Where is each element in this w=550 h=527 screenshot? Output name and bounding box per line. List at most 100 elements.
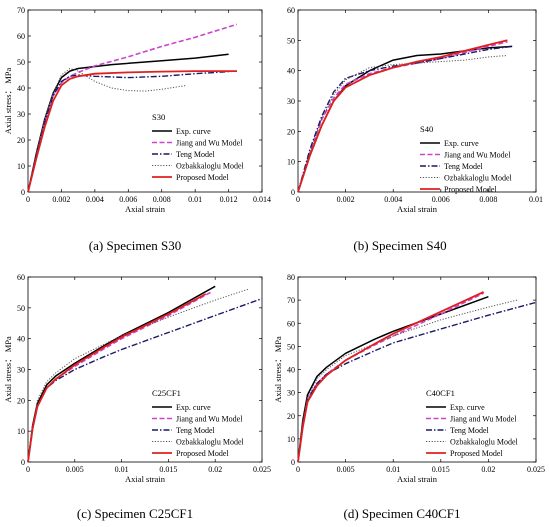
x-tick-label: 0.005 — [337, 465, 355, 474]
panel-caption: (a) Specimen S30 — [89, 238, 181, 253]
y-tick-label: 70 — [17, 6, 25, 15]
specimen-label: C40CF1 — [426, 388, 455, 398]
x-tick-label: 0.005 — [66, 465, 84, 474]
panel-caption: (b) Specimen S40 — [353, 238, 446, 253]
y-tick-label: 40 — [287, 67, 295, 76]
y-tick-label: 60 — [287, 6, 295, 15]
y-tick-label: 50 — [287, 36, 295, 45]
y-tick-label: 20 — [17, 136, 25, 145]
x-tick-label: 0.015 — [432, 465, 450, 474]
legend-entry: Ozbakkaloglu Model — [176, 438, 245, 447]
legend-entry: Jiang and Wu Model — [176, 139, 243, 148]
y-tick-label: 10 — [17, 162, 25, 171]
y-axis-label: Axial stress： MPa — [3, 336, 13, 403]
x-tick-label: 0.015 — [159, 465, 177, 474]
legend-entry: Exp. curve — [444, 139, 479, 148]
y-tick-label: 30 — [287, 97, 295, 106]
y-tick-label: 50 — [287, 342, 295, 351]
legend-entry: Ozbakkaloglu Model — [444, 174, 513, 183]
x-tick-label: 0 — [296, 195, 300, 204]
plot-frame — [27, 9, 263, 193]
x-tick-label: 0.006 — [119, 195, 137, 204]
legend-entry: Jiang and Wu Model — [450, 415, 517, 424]
y-tick-label: 60 — [17, 32, 25, 41]
y-tick-label: 60 — [287, 319, 295, 328]
y-tick-label: 10 — [287, 158, 295, 167]
series-line-proposed-model — [297, 39, 508, 193]
y-tick-label: 30 — [17, 366, 25, 375]
legend-entry: Teng Model — [176, 150, 216, 159]
x-tick-label: 0.02 — [481, 465, 495, 474]
x-tick-label: 0.004 — [86, 195, 104, 204]
y-tick-label: 40 — [17, 335, 25, 344]
chart-panel-4: 0 0.005 0.01 0.015 0.02 0.025 0 10 20 30 40 50 60 70 8… — [273, 273, 545, 521]
legend-entry: Teng Model — [176, 426, 216, 435]
series-line-proposed-model — [27, 293, 207, 463]
y-tick-label: 50 — [17, 58, 25, 67]
legend-entry: Proposed Model — [444, 185, 497, 194]
x-tick-label: 0.002 — [52, 195, 70, 204]
y-axis-label: Axial stress： MPa — [3, 67, 13, 134]
legend-entry: Ozbakkaloglu Model — [176, 162, 245, 171]
legend-entry: Teng Model — [444, 162, 484, 171]
x-tick-label: 0.01 — [529, 195, 543, 204]
y-tick-label: 20 — [287, 412, 295, 421]
x-tick-label: 0.008 — [479, 195, 497, 204]
x-tick-label: 0.01 — [115, 465, 129, 474]
x-tick-label: 0 — [296, 465, 300, 474]
legend-entry: Jiang and Wu Model — [444, 151, 511, 160]
specimen-label: S30 — [152, 112, 165, 122]
legend-entry: Proposed Model — [176, 173, 229, 182]
x-tick-label: 0.006 — [432, 195, 450, 204]
plot-frame — [27, 276, 263, 463]
x-tick-label: 0 — [26, 465, 30, 474]
specimen-label: S40 — [420, 124, 433, 134]
series-line-exp-curve — [27, 285, 216, 463]
x-tick-label: 0 — [26, 195, 30, 204]
x-tick-label: 0.004 — [384, 195, 402, 204]
specimen-label: C25CF1 — [152, 388, 181, 398]
x-tick-label: 0.01 — [386, 465, 400, 474]
y-tick-label: 0 — [21, 188, 25, 197]
y-tick-label: 30 — [287, 389, 295, 398]
series-line-proposed-model — [297, 291, 484, 463]
legend-entry: Teng Model — [450, 426, 490, 435]
series-line-teng-model — [27, 70, 237, 193]
y-tick-label: 70 — [287, 296, 295, 305]
x-tick-label: 0.014 — [253, 195, 271, 204]
y-tick-label: 0 — [291, 188, 295, 197]
y-tick-label: 20 — [17, 396, 25, 405]
y-tick-label: 20 — [287, 127, 295, 136]
legend-entry: Exp. curve — [176, 127, 211, 136]
panel-caption: (d) Specimen C40CF1 — [344, 506, 461, 521]
y-tick-label: 10 — [17, 427, 25, 436]
y-tick-label: 0 — [21, 458, 25, 467]
legend-entry: Proposed Model — [450, 449, 503, 458]
y-tick-label: 60 — [17, 273, 25, 282]
series-line-ozbakkaloglu-model — [27, 288, 249, 463]
x-tick-label: 0.02 — [208, 465, 222, 474]
chart-panel-3: 0 0.005 0.01 0.015 0.02 0.025 0 10 20 30 40 50 60 Axi… — [3, 273, 271, 521]
legend-entry: Jiang and Wu Model — [176, 415, 243, 424]
x-tick-label: 0.01 — [188, 195, 202, 204]
series-line-exp-curve — [27, 53, 229, 193]
y-tick-label: 50 — [17, 304, 25, 313]
y-axis-label: Axial stress： MPa — [273, 336, 283, 403]
x-tick-label: 0.025 — [527, 465, 545, 474]
x-axis-label: Axial strain — [125, 474, 166, 484]
y-tick-label: 40 — [17, 84, 25, 93]
series-line-ozbakkaloglu-model — [297, 55, 508, 193]
x-tick-label: 0.025 — [253, 465, 271, 474]
legend-entry: Exp. curve — [176, 403, 211, 412]
series-line-teng-model — [297, 45, 513, 193]
legend-entry: Ozbakkaloglu Model — [450, 438, 519, 447]
panel-caption: (c) Specimen C25CF1 — [77, 506, 193, 521]
x-axis-label: Axial strain — [397, 474, 438, 484]
x-tick-label: 0.002 — [337, 195, 355, 204]
x-axis-label: Axial strain — [397, 204, 438, 214]
legend-entry: Proposed Model — [176, 449, 229, 458]
x-tick-label: 0.008 — [153, 195, 171, 204]
chart-panel-2: 0 0.002 0.004 0.006 0.008 0.01 0 10 20 30 40 50 60 Ax… — [287, 6, 543, 253]
series-line-proposed-model — [27, 70, 237, 193]
